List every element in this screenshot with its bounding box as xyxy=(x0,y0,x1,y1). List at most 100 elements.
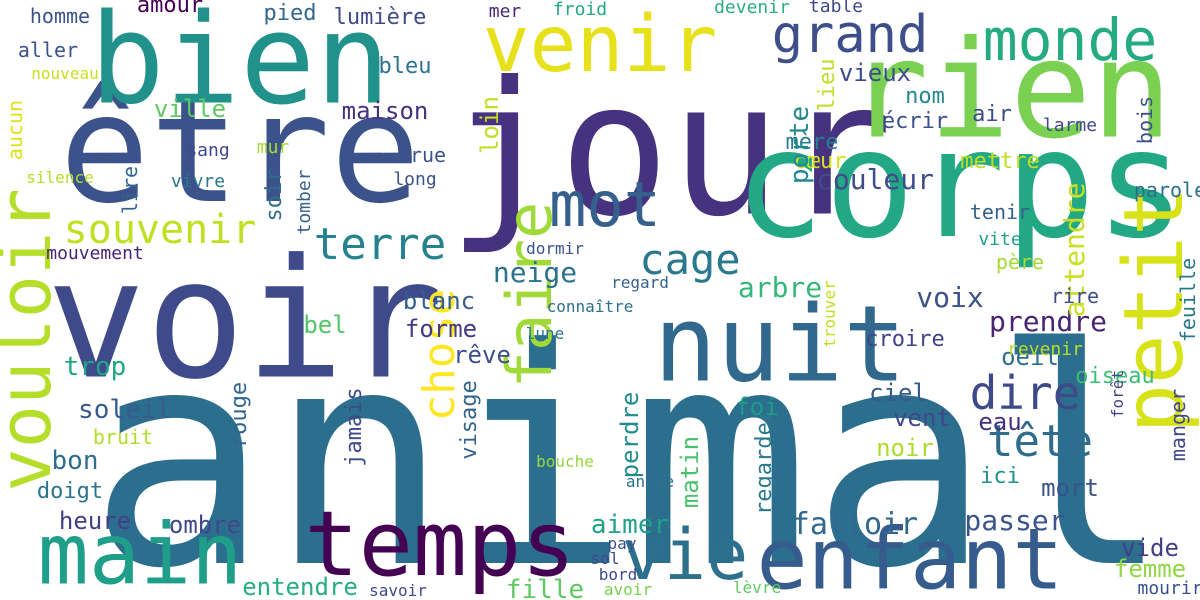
word: année xyxy=(625,472,675,491)
word: voir xyxy=(46,223,444,416)
word: pied xyxy=(263,1,317,26)
word: temps xyxy=(304,492,576,597)
word: ville xyxy=(153,95,227,123)
word: bleu xyxy=(378,54,432,79)
word: eau xyxy=(978,408,1022,436)
word: falloir xyxy=(791,507,919,542)
word: porte xyxy=(785,105,815,185)
word: heure xyxy=(58,507,132,535)
word: animal xyxy=(88,285,1172,600)
word: main xyxy=(37,505,243,600)
word: grand xyxy=(771,5,929,65)
word: air xyxy=(972,102,1012,127)
word: larme xyxy=(1042,115,1098,136)
word: tête xyxy=(987,416,1093,467)
word: soir xyxy=(262,168,287,222)
word: loin xyxy=(476,96,504,154)
word: jamais xyxy=(342,387,367,467)
word: lire xyxy=(118,165,142,215)
word: vite xyxy=(978,229,1022,250)
word: mer xyxy=(488,1,522,22)
word: avoir xyxy=(603,580,653,599)
word: devenir xyxy=(714,0,790,18)
word: visage xyxy=(457,380,482,460)
word: oiseau xyxy=(1075,364,1155,389)
word: long xyxy=(393,169,437,190)
word: vent xyxy=(893,404,951,432)
word: fille xyxy=(505,575,585,600)
word: bien xyxy=(89,0,391,133)
word: être xyxy=(59,63,421,237)
word: neige xyxy=(492,256,578,289)
word: vide xyxy=(1121,534,1179,562)
word: maison xyxy=(341,97,429,125)
word: lèvre xyxy=(732,578,782,597)
word: savoir xyxy=(369,581,427,600)
word: mot xyxy=(549,168,661,241)
word: sol xyxy=(590,549,620,568)
word: manger xyxy=(1166,388,1190,462)
word: corps xyxy=(734,98,1186,272)
word: rouge xyxy=(227,381,252,449)
word: dire xyxy=(969,366,1081,420)
word: regard xyxy=(611,273,669,292)
word: noir xyxy=(876,434,934,462)
word: aller xyxy=(17,38,79,62)
word: tomber xyxy=(294,169,315,235)
word: revenir xyxy=(1007,339,1083,360)
word: lieu xyxy=(815,58,840,112)
word: nom xyxy=(905,84,945,109)
word: pay xyxy=(607,534,637,553)
word: souvenir xyxy=(63,207,257,253)
word: lune xyxy=(525,324,565,343)
word: regarder xyxy=(752,409,777,515)
word: vivre xyxy=(170,171,226,192)
word: vieux xyxy=(838,59,912,87)
word: rire xyxy=(1050,284,1100,308)
word: parole xyxy=(1133,178,1200,202)
word: dormir xyxy=(526,239,584,258)
word: enfant xyxy=(756,510,1064,600)
word: mère xyxy=(785,130,839,155)
word: mettre xyxy=(960,149,1040,174)
word: mouvement xyxy=(46,243,144,264)
word: rue xyxy=(409,143,447,167)
word: blanc xyxy=(402,287,476,315)
word: ici xyxy=(980,464,1020,489)
word: monde xyxy=(982,6,1158,74)
word: table xyxy=(808,0,864,17)
word: rien xyxy=(847,11,1173,169)
word: voix xyxy=(916,281,984,314)
word: forêt xyxy=(1108,369,1127,419)
word: aucun xyxy=(3,99,27,161)
word: forme xyxy=(404,315,478,343)
word: silence xyxy=(26,168,94,187)
word: rêve xyxy=(453,341,511,369)
word: arbre xyxy=(737,271,823,304)
word: entendre xyxy=(242,573,358,600)
word: venir xyxy=(482,0,718,90)
word: doigt xyxy=(36,479,104,504)
word: lumière xyxy=(333,5,427,30)
word: foi xyxy=(735,393,779,421)
word: bruit xyxy=(92,425,154,449)
word: homme xyxy=(29,4,91,28)
word: femme xyxy=(1113,555,1187,583)
word: bel xyxy=(303,311,347,339)
word: tenir xyxy=(969,200,1031,224)
word: soleil xyxy=(78,395,172,425)
word: bouche xyxy=(536,452,594,471)
word: nouveau xyxy=(31,64,99,83)
word: froid xyxy=(552,0,608,20)
word: trouver xyxy=(820,280,839,348)
word: ciel xyxy=(869,379,927,407)
word: jour xyxy=(447,41,893,258)
word: passer xyxy=(964,504,1066,537)
word: cœur xyxy=(793,149,847,174)
word: perdre xyxy=(616,391,644,479)
word: écrir xyxy=(881,109,949,134)
word: nuit xyxy=(653,283,907,406)
word: mort xyxy=(1041,474,1099,502)
word: mur xyxy=(256,137,290,158)
